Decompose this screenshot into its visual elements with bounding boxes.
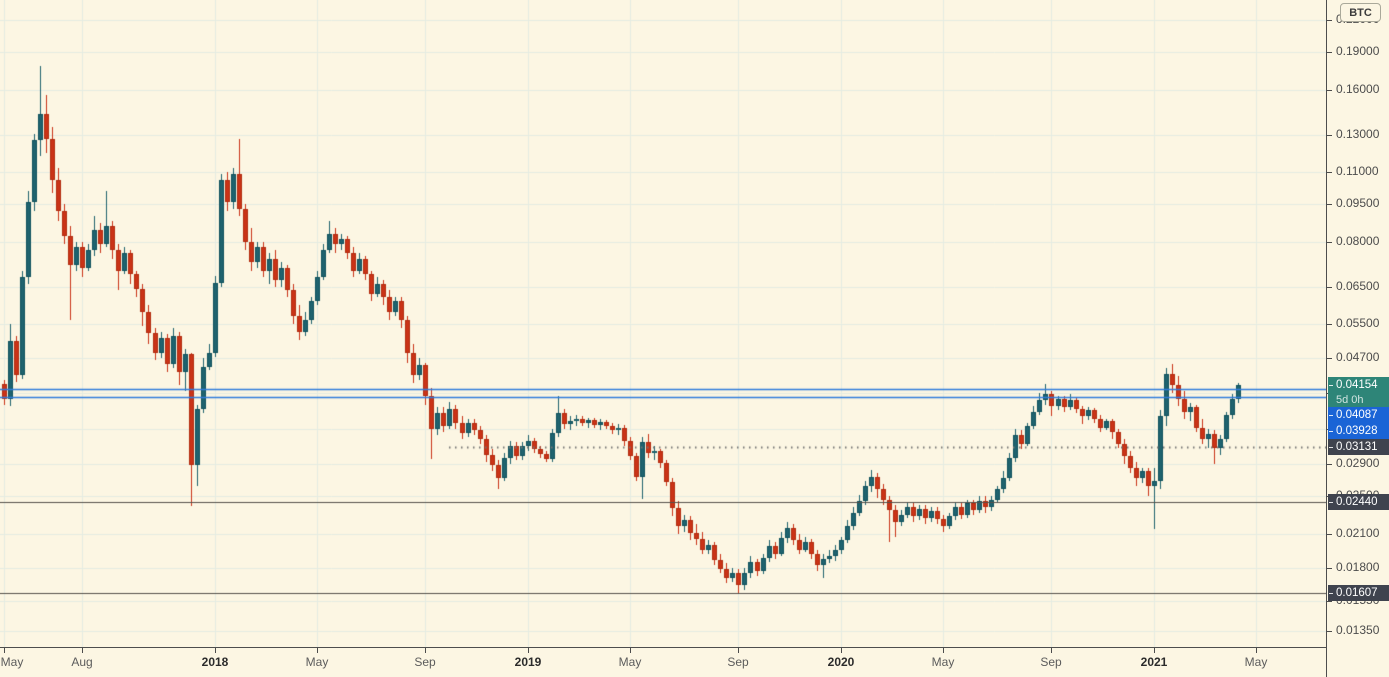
price-tick-label: 0.13000 bbox=[1336, 127, 1380, 141]
time-axis[interactable]: May Aug 2018 May Sep 2019 May Sep 2020 May Sep 2021… bbox=[0, 647, 1326, 677]
time-label-month: May bbox=[1244, 655, 1268, 669]
time-label-year: 2021 bbox=[1140, 655, 1168, 669]
price-tick-mark bbox=[1327, 171, 1332, 173]
time-tick-mark bbox=[1050, 648, 1052, 653]
time-label-month: Aug bbox=[71, 655, 93, 669]
price-line-badge: 0.01607 bbox=[1328, 585, 1389, 601]
price-tick-label: 0.02100 bbox=[1336, 526, 1380, 540]
price-tick-label: 0.06500 bbox=[1336, 279, 1380, 293]
price-tick-mark bbox=[1327, 203, 1332, 205]
time-tick-mark bbox=[629, 648, 631, 653]
price-tick-mark bbox=[1327, 567, 1332, 569]
price-tick-label: 0.04700 bbox=[1336, 350, 1380, 364]
price-tick-label: 0.19000 bbox=[1336, 44, 1380, 58]
time-tick-mark bbox=[1153, 648, 1155, 653]
time-tick-mark bbox=[527, 648, 529, 653]
price-tick-label: 0.11000 bbox=[1336, 164, 1379, 178]
time-label-year: 2019 bbox=[514, 655, 542, 669]
current-price-badge: 0.04154 5d 0h bbox=[1328, 377, 1389, 407]
time-tick-mark bbox=[316, 648, 318, 653]
price-tick-mark bbox=[1327, 89, 1332, 91]
price-tick-mark bbox=[1327, 134, 1332, 136]
price-tick-mark bbox=[1327, 357, 1332, 359]
time-label-month: May bbox=[0, 655, 24, 669]
price-tick-label: 0.02900 bbox=[1336, 456, 1380, 470]
price-tick-mark bbox=[1327, 241, 1332, 243]
time-tick-mark bbox=[3, 648, 5, 653]
price-tick-mark bbox=[1327, 286, 1332, 288]
time-tick-mark bbox=[840, 648, 842, 653]
price-tick-mark bbox=[1327, 533, 1332, 535]
time-tick-mark bbox=[942, 648, 944, 653]
time-label-year: 2018 bbox=[201, 655, 229, 669]
price-tick-mark bbox=[1327, 630, 1332, 632]
time-tick-mark bbox=[1255, 648, 1257, 653]
time-label-month: May bbox=[618, 655, 642, 669]
current-price-value: 0.04154 bbox=[1336, 379, 1378, 391]
price-line-badge: 0.03131 bbox=[1328, 439, 1389, 455]
price-tick-label: 0.01350 bbox=[1336, 623, 1380, 637]
price-tick-label: 0.16000 bbox=[1336, 82, 1380, 96]
time-label-month: Sep bbox=[1040, 655, 1062, 669]
bar-close-countdown: 5d 0h bbox=[1336, 394, 1364, 406]
candlestick-chart-canvas[interactable] bbox=[0, 0, 1326, 647]
price-tick-label: 0.09500 bbox=[1336, 196, 1380, 210]
price-tick-mark bbox=[1327, 600, 1332, 602]
price-tick-label: 0.05500 bbox=[1336, 316, 1380, 330]
price-tick-mark bbox=[1327, 19, 1332, 21]
time-label-month: May bbox=[305, 655, 329, 669]
price-axis[interactable]: 0.220000.190000.160000.130000.110000.095… bbox=[1326, 0, 1389, 677]
time-tick-mark bbox=[737, 648, 739, 653]
time-label-year: 2020 bbox=[827, 655, 855, 669]
time-label-month: May bbox=[931, 655, 955, 669]
price-tick-label: 0.08000 bbox=[1336, 234, 1380, 248]
time-label-month: Sep bbox=[414, 655, 436, 669]
price-tick-mark bbox=[1327, 323, 1332, 325]
time-label-month: Sep bbox=[727, 655, 749, 669]
price-line-badge: 0.04087 bbox=[1328, 407, 1389, 423]
price-tick-mark bbox=[1327, 463, 1332, 465]
time-tick-mark bbox=[424, 648, 426, 653]
price-line-badge: 0.02440 bbox=[1328, 494, 1389, 510]
time-tick-mark bbox=[214, 648, 216, 653]
price-tick-mark bbox=[1327, 51, 1332, 53]
price-tick-label: 0.01800 bbox=[1336, 560, 1380, 574]
quote-currency-button[interactable]: BTC bbox=[1340, 3, 1381, 22]
time-tick-mark bbox=[81, 648, 83, 653]
price-line-badge: 0.03928 bbox=[1328, 423, 1389, 439]
